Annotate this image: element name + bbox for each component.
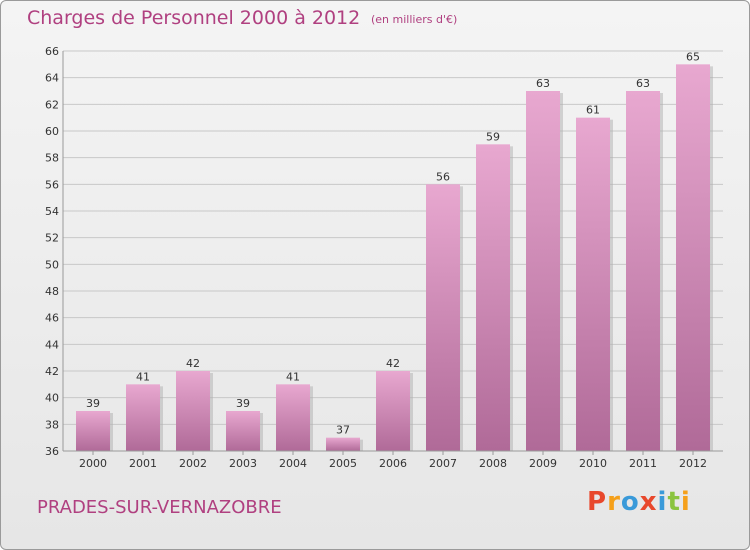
logo-letter: i (680, 487, 691, 517)
bar-2009[interactable] (526, 91, 560, 451)
y-tick-label-46: 46 (45, 312, 59, 325)
y-tick-label-64: 64 (45, 72, 59, 85)
bar-2000[interactable] (76, 411, 110, 451)
y-tick-label-56: 56 (45, 178, 59, 191)
bar-2010[interactable] (576, 117, 610, 452)
data-label-2006: 42 (386, 357, 400, 370)
data-label-2011: 63 (636, 77, 650, 90)
y-tick-label-36: 36 (45, 445, 59, 458)
data-label-2008: 59 (486, 130, 500, 143)
unit-label: (en milliers d'€) (371, 13, 458, 26)
data-label-2000: 39 (86, 397, 100, 410)
y-tick-label-44: 44 (45, 338, 59, 351)
y-tick-label-60: 60 (45, 125, 59, 138)
y-axis: 36 38 40 42 44 46 48 50 52 54 56 58 60 62 64 66 (45, 45, 64, 458)
logo-letter: P (587, 487, 608, 517)
x-tick-label-2004: 2004 (279, 457, 307, 470)
x-tick-label-2005: 2005 (329, 457, 357, 470)
data-label-2012: 65 (686, 50, 700, 63)
x-tick-label-2012: 2012 (679, 457, 707, 470)
logo-letter: r (607, 487, 621, 517)
x-tick-label-2006: 2006 (379, 457, 407, 470)
bar-2011[interactable] (626, 91, 660, 451)
data-label-2001: 41 (136, 370, 150, 383)
bar-2008[interactable] (476, 144, 510, 452)
y-tick-label-52: 52 (45, 232, 59, 245)
chart-title: Charges de Personnel 2000 à 2012 (27, 7, 361, 29)
data-label-2010: 61 (586, 104, 600, 117)
bar-2005[interactable] (326, 437, 360, 451)
commune-name: PRADES-SUR-VERNAZOBRE (37, 497, 282, 518)
x-tick-label-2000: 2000 (79, 457, 107, 470)
bar-2001[interactable] (126, 384, 160, 451)
x-tick-label-2003: 2003 (229, 457, 257, 470)
y-tick-label-66: 66 (45, 45, 59, 58)
x-tick-label-2008: 2008 (479, 457, 507, 470)
data-label-2005: 37 (336, 424, 350, 437)
logo-letter: x (639, 487, 658, 517)
y-tick-label-48: 48 (45, 285, 59, 298)
x-tick-label-2010: 2010 (579, 457, 607, 470)
bar-2003[interactable] (226, 411, 260, 451)
proxiti-logo[interactable]: Proxiti (587, 487, 691, 517)
logo-letter: i (657, 487, 668, 517)
data-label-2002: 42 (186, 357, 200, 370)
x-tick-label-2001: 2001 (129, 457, 157, 470)
data-label-2003: 39 (236, 397, 250, 410)
y-tick-label-58: 58 (45, 152, 59, 165)
bar-2004[interactable] (276, 384, 310, 451)
bar-2007[interactable] (426, 184, 460, 452)
x-axis: 2000 2001 2002 2003 2004 2005 2006 2007 2008 2009… (63, 450, 723, 470)
x-tick-label-2002: 2002 (179, 457, 207, 470)
x-tick-label-2007: 2007 (429, 457, 457, 470)
y-tick-label-54: 54 (45, 205, 59, 218)
bar-2002[interactable] (176, 371, 210, 451)
logo-letter: t (667, 487, 681, 517)
bar-2006[interactable] (376, 371, 410, 451)
x-tick-label-2009: 2009 (529, 457, 557, 470)
y-tick-label-62: 62 (45, 98, 59, 111)
bar-2012[interactable] (676, 64, 710, 452)
bars: 39 41 42 39 41 37 42 56 59 63 61 63 65 (76, 50, 713, 452)
x-tick-label-2011: 2011 (629, 457, 657, 470)
y-tick-label-42: 42 (45, 365, 59, 378)
data-label-2004: 41 (286, 370, 300, 383)
data-label-2009: 63 (536, 77, 550, 90)
y-tick-label-40: 40 (45, 392, 59, 405)
y-tick-label-38: 38 (45, 418, 59, 431)
y-tick-label-50: 50 (45, 258, 59, 271)
data-label-2007: 56 (436, 170, 450, 183)
logo-letter: o (620, 487, 640, 517)
